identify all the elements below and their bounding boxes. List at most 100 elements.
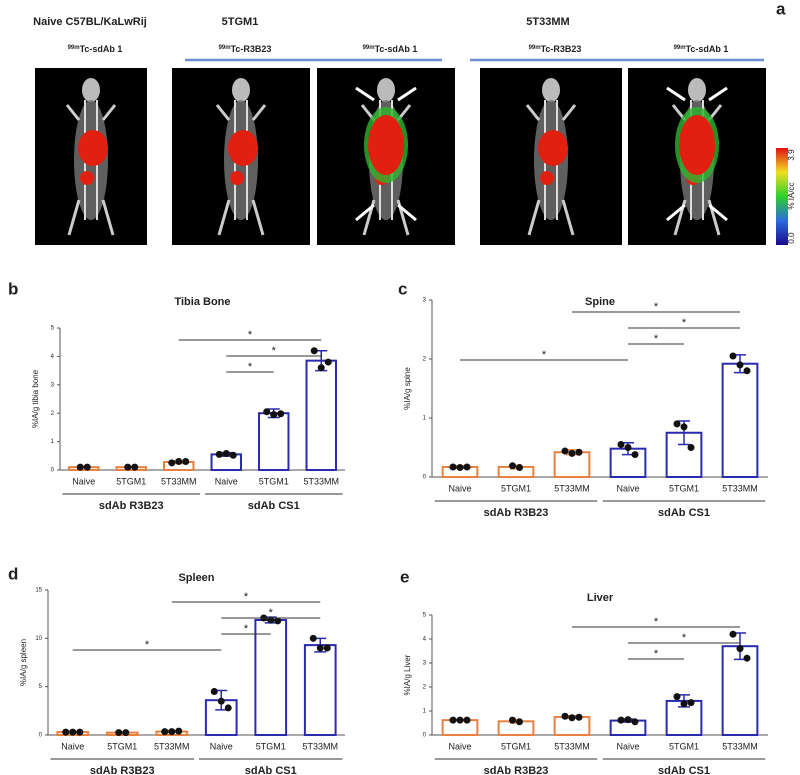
data-point	[215, 450, 223, 458]
panel-letter: c	[398, 279, 407, 298]
group-label: sdAb R3B23	[99, 500, 164, 512]
data-point	[161, 728, 169, 736]
chart-title: Tibia Bone	[174, 296, 230, 308]
y-tick-label: 4	[423, 637, 427, 643]
tracer: Tc-R3B23	[231, 44, 272, 54]
arrow	[355, 203, 375, 222]
y-tick-label: 0	[423, 475, 427, 481]
x-tick-label: 5TGM1	[116, 476, 146, 486]
bar	[303, 644, 337, 736]
significance-label: *	[248, 361, 253, 373]
arrow	[397, 203, 417, 222]
colorbar-min: 0.0	[787, 232, 796, 244]
data-point	[736, 361, 744, 369]
bar	[721, 362, 759, 478]
significance-label: *	[244, 623, 249, 635]
x-tick-label: 5T33MM	[161, 476, 197, 486]
x-tick-label: 5T33MM	[303, 476, 339, 486]
bar	[258, 412, 290, 472]
x-tick-label: Naive	[448, 483, 471, 493]
data-point	[509, 462, 516, 470]
y-tick-label: 2	[423, 357, 427, 363]
data-point	[673, 420, 681, 428]
y-tick-label: 1	[423, 416, 427, 422]
bar	[305, 359, 337, 471]
x-tick-label: 5TGM1	[259, 476, 289, 486]
data-point	[463, 463, 471, 471]
group-label: sdAb CS1	[658, 765, 710, 775]
isotope: 99m	[674, 45, 686, 51]
significance-label: *	[272, 345, 277, 357]
y-axis-label: %IA/g spine	[403, 367, 412, 410]
significance-label: *	[654, 616, 659, 628]
data-point	[182, 457, 190, 465]
colorbar-label: % IA/cc	[787, 182, 796, 209]
data-point	[687, 444, 695, 451]
uptake	[368, 115, 404, 175]
arrow	[708, 86, 728, 102]
data-point	[124, 463, 132, 471]
significance-label: *	[244, 591, 249, 603]
data-point	[456, 464, 464, 472]
x-tick-label: Naive	[616, 741, 639, 751]
tracer: Tc-sdAb 1	[686, 44, 729, 54]
bar	[721, 645, 759, 737]
data-point	[631, 451, 639, 459]
chart-title: Liver	[587, 592, 614, 604]
arrow	[397, 86, 417, 102]
data-point	[463, 716, 471, 724]
group-label: sdAb R3B23	[90, 765, 155, 775]
x-tick-label: 5T33MM	[722, 483, 758, 493]
data-point	[83, 463, 91, 471]
data-point	[729, 352, 737, 360]
isotope: 99m	[529, 45, 541, 51]
data-point	[456, 716, 464, 724]
y-axis-label: %IA/g Liver	[403, 654, 412, 695]
image-label: 99mTc-R3B23	[529, 44, 582, 54]
data-point	[575, 713, 583, 721]
isotope: 99m	[219, 45, 231, 51]
x-tick-label: 5T33MM	[154, 741, 190, 751]
arrow	[355, 86, 375, 102]
x-tick-label: Naive	[210, 741, 233, 751]
group-label: sdAb CS1	[658, 507, 710, 519]
chart-title: Spine	[585, 296, 615, 308]
data-point	[617, 716, 625, 724]
isotope: 99m	[68, 45, 80, 51]
y-tick-label: 0	[423, 733, 427, 739]
significance-label: *	[654, 648, 659, 660]
data-point	[309, 634, 317, 642]
x-tick-label: 5TGM1	[669, 741, 699, 751]
data-point	[274, 617, 282, 625]
y-tick-label: 5	[39, 684, 43, 690]
y-tick-label: 2	[423, 685, 427, 691]
x-tick-label: 5TGM1	[107, 741, 137, 751]
data-point	[316, 644, 324, 652]
significance-label: *	[542, 349, 547, 361]
bar-chart: c Spine %IA/g spine 0 1 2 3 Naive 5TGM1 5T33MM Nai…	[398, 279, 768, 519]
data-point	[122, 729, 130, 737]
data-point	[687, 699, 695, 707]
panel-letter: a	[776, 0, 786, 18]
bar-chart: e Liver %IA/g Liver 0 1 2 3 4 5 Naive 5TGM1 5T33MM N…	[400, 567, 768, 775]
x-tick-label: 5TGM1	[501, 741, 531, 751]
tracer: Tc-R3B23	[541, 44, 582, 54]
group-label: sdAb R3B23	[484, 765, 549, 775]
significance-label: *	[682, 317, 687, 329]
data-point	[277, 410, 285, 418]
image-label: 99mTc-sdAb 1	[674, 44, 729, 54]
y-tick-label: 5	[51, 326, 55, 332]
data-point	[317, 364, 325, 372]
y-tick-label: 10	[35, 636, 42, 642]
data-point	[575, 448, 583, 456]
group-title: 5T33MM	[526, 16, 569, 28]
image-label: 99mTc-sdAb 1	[363, 44, 418, 54]
data-point	[229, 451, 237, 459]
data-point	[631, 718, 639, 726]
bar-chart: d Spleen %IA/g spleen 0 5 10 15 Naive 5TGM1 5T33M…	[8, 564, 345, 775]
tracer: Tc-sdAb 1	[80, 44, 123, 54]
colorbar	[776, 148, 788, 245]
data-point	[115, 729, 123, 737]
data-point	[76, 463, 84, 471]
uptake	[679, 115, 715, 175]
